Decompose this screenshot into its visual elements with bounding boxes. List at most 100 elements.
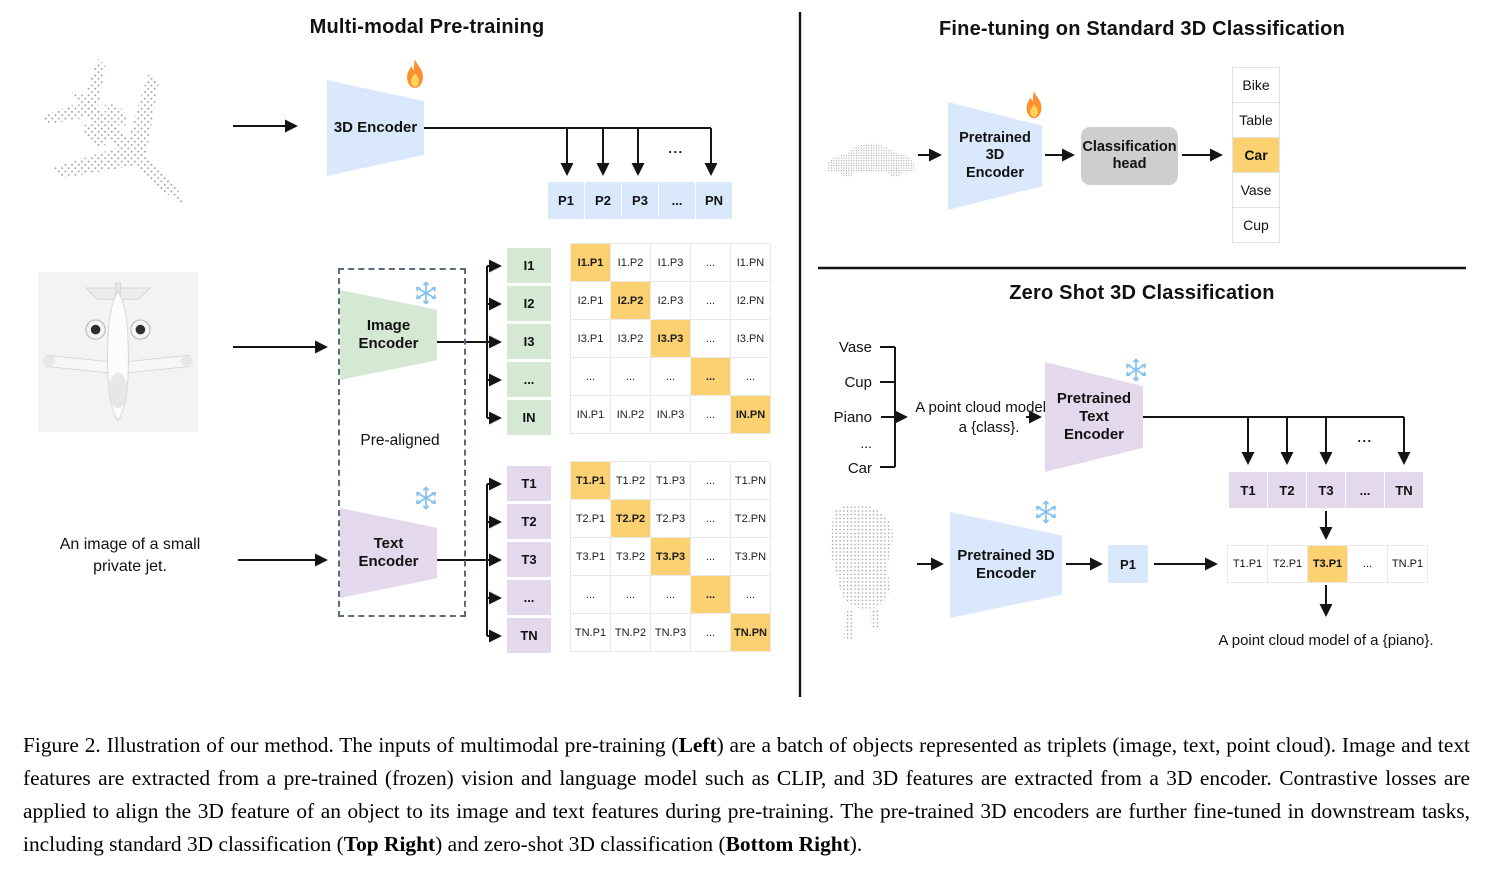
matrix-cell: ... bbox=[731, 358, 770, 395]
matrix-cell: T2.P2 bbox=[611, 500, 650, 537]
ellipsis-t-branches: ... bbox=[1357, 430, 1373, 445]
matrix-cell: TN.P2 bbox=[611, 614, 650, 651]
matrix-cell: ... bbox=[691, 538, 730, 575]
text-feature-cell: T2 bbox=[1268, 472, 1306, 508]
matrix-cell: TN.P3 bbox=[651, 614, 690, 651]
image-point-similarity-matrix: I1.P1 I1.P2 I1.P3... I1.PN I2.P1 I2.P2 I2.P3..… bbox=[570, 243, 771, 434]
class-item: Table bbox=[1232, 102, 1280, 138]
text-feature-cell: TN bbox=[507, 618, 551, 653]
matrix-cell: T2.PN bbox=[731, 500, 770, 537]
jet-photo-image bbox=[38, 272, 198, 432]
matrix-cell: IN.P2 bbox=[611, 396, 650, 433]
pretraining-title: Multi-modal Pre-training bbox=[309, 16, 545, 38]
matrix-cell: ... bbox=[611, 358, 650, 395]
p-feature-cell: PN bbox=[696, 182, 732, 219]
class-item: Vase bbox=[1232, 172, 1280, 208]
image-feature-column: I1 I2 I3... IN bbox=[507, 248, 551, 435]
caption-bold-text: Left bbox=[678, 733, 717, 757]
image-feature-cell: I3 bbox=[507, 324, 551, 359]
class-prompt-item: Piano bbox=[833, 409, 872, 426]
similarity-cell: T2.P1 bbox=[1268, 546, 1307, 582]
snowflake-icon bbox=[1124, 358, 1148, 382]
matrix-cell: T3.P3 bbox=[651, 538, 690, 575]
matrix-cell: ... bbox=[611, 576, 650, 613]
p-feature-cell: ... bbox=[659, 182, 695, 219]
car-point-cloud bbox=[826, 143, 915, 178]
matrix-cell: ... bbox=[571, 576, 610, 613]
matrix-cell: T2.P1 bbox=[571, 500, 610, 537]
matrix-cell: T3.P1 bbox=[571, 538, 610, 575]
text-point-similarity-matrix: T1.P1 T1.P2 T1.P3... T1.PN T2.P1 T2.P2 T2.P3..… bbox=[570, 461, 771, 652]
airplane-point-cloud bbox=[39, 58, 185, 204]
pre-aligned-box bbox=[338, 268, 466, 617]
zeroshot-similarity-row: T1.P1 T2.P1 T3.P1... TN.P1 bbox=[1227, 545, 1428, 583]
fire-icon bbox=[1020, 90, 1048, 122]
matrix-cell: I1.P3 bbox=[651, 244, 690, 281]
matrix-cell: ... bbox=[691, 282, 730, 319]
matrix-cell: ... bbox=[691, 500, 730, 537]
text-feature-cell: T1 bbox=[1229, 472, 1267, 508]
matrix-cell: ... bbox=[651, 358, 690, 395]
snowflake-icon bbox=[414, 281, 438, 305]
matrix-cell: ... bbox=[731, 576, 770, 613]
class-item: Car bbox=[1232, 137, 1280, 173]
snowflake-icon bbox=[1034, 500, 1058, 524]
classification-head: Classification head bbox=[1081, 127, 1178, 185]
class-prompt-item: Vase bbox=[838, 339, 872, 356]
matrix-cell: I2.PN bbox=[731, 282, 770, 319]
caption-text: Figure 2. Illustration of our method. Th… bbox=[23, 733, 679, 757]
matrix-cell: T3.P2 bbox=[611, 538, 650, 575]
zeroshot-result-text: A point cloud model of a {piano}. bbox=[1218, 632, 1434, 649]
matrix-cell: T1.P3 bbox=[651, 462, 690, 499]
text-feature-cell: T3 bbox=[1307, 472, 1345, 508]
p-feature-cell: P2 bbox=[585, 182, 621, 219]
text-feature-cell: T3 bbox=[507, 542, 551, 577]
matrix-cell: I1.P1 bbox=[571, 244, 610, 281]
matrix-cell: I2.P2 bbox=[611, 282, 650, 319]
image-feature-cell: I2 bbox=[507, 286, 551, 321]
caption-text: ). bbox=[849, 832, 863, 856]
image-input-caption: An image of a small private jet. bbox=[59, 536, 201, 575]
finetuning-title: Fine-tuning on Standard 3D Classificatio… bbox=[938, 18, 1345, 40]
similarity-cell: T3.P1 bbox=[1308, 546, 1347, 582]
image-feature-cell: ... bbox=[507, 362, 551, 397]
caption-bold-text: Top Right bbox=[343, 832, 436, 856]
figure-caption: Figure 2. Illustration of our method. Th… bbox=[23, 729, 1470, 861]
caption-text: ) are a batch of objects represented as … bbox=[23, 733, 1470, 856]
matrix-cell: TN.PN bbox=[731, 614, 770, 651]
matrix-cell: I1.P2 bbox=[611, 244, 650, 281]
zeroshot-title: Zero Shot 3D Classification bbox=[1009, 282, 1275, 304]
p-feature-cell: P3 bbox=[622, 182, 658, 219]
matrix-cell: I2.P3 bbox=[651, 282, 690, 319]
text-feature-cell: ... bbox=[1346, 472, 1384, 508]
ellipsis-p-branches: ... bbox=[668, 141, 684, 156]
prompt-template: A point cloud model of a {class}. bbox=[915, 399, 1063, 437]
image-feature-cell: I1 bbox=[507, 248, 551, 283]
matrix-cell: ... bbox=[691, 320, 730, 357]
matrix-cell: T1.PN bbox=[731, 462, 770, 499]
piano-point-cloud bbox=[829, 505, 893, 640]
similarity-cell: T1.P1 bbox=[1228, 546, 1267, 582]
matrix-cell: I1.PN bbox=[731, 244, 770, 281]
matrix-cell: I3.P2 bbox=[611, 320, 650, 357]
matrix-cell: T1.P1 bbox=[571, 462, 610, 499]
matrix-cell: ... bbox=[691, 358, 730, 395]
matrix-cell: I3.P3 bbox=[651, 320, 690, 357]
matrix-cell: T3.PN bbox=[731, 538, 770, 575]
caption-bold-text: Bottom Right bbox=[725, 832, 850, 856]
matrix-cell: I2.P1 bbox=[571, 282, 610, 319]
matrix-cell: ... bbox=[691, 576, 730, 613]
class-prompt-item: Car bbox=[847, 460, 872, 477]
text-feature-cell: TN bbox=[1385, 472, 1423, 508]
matrix-cell: I3.PN bbox=[731, 320, 770, 357]
pre-aligned-label: Pre-aligned bbox=[360, 432, 440, 449]
pretrained-3d-encoder-zeroshot: Pretrained 3D Encoder bbox=[950, 512, 1062, 618]
matrix-cell: IN.P3 bbox=[651, 396, 690, 433]
class-item: Cup bbox=[1232, 207, 1280, 243]
image-feature-cell: IN bbox=[507, 400, 551, 435]
matrix-cell: IN.P1 bbox=[571, 396, 610, 433]
class-prompt-item: Cup bbox=[844, 374, 872, 391]
snowflake-icon bbox=[414, 486, 438, 510]
encoder-3d: 3D Encoder bbox=[327, 80, 424, 176]
matrix-cell: ... bbox=[691, 396, 730, 433]
